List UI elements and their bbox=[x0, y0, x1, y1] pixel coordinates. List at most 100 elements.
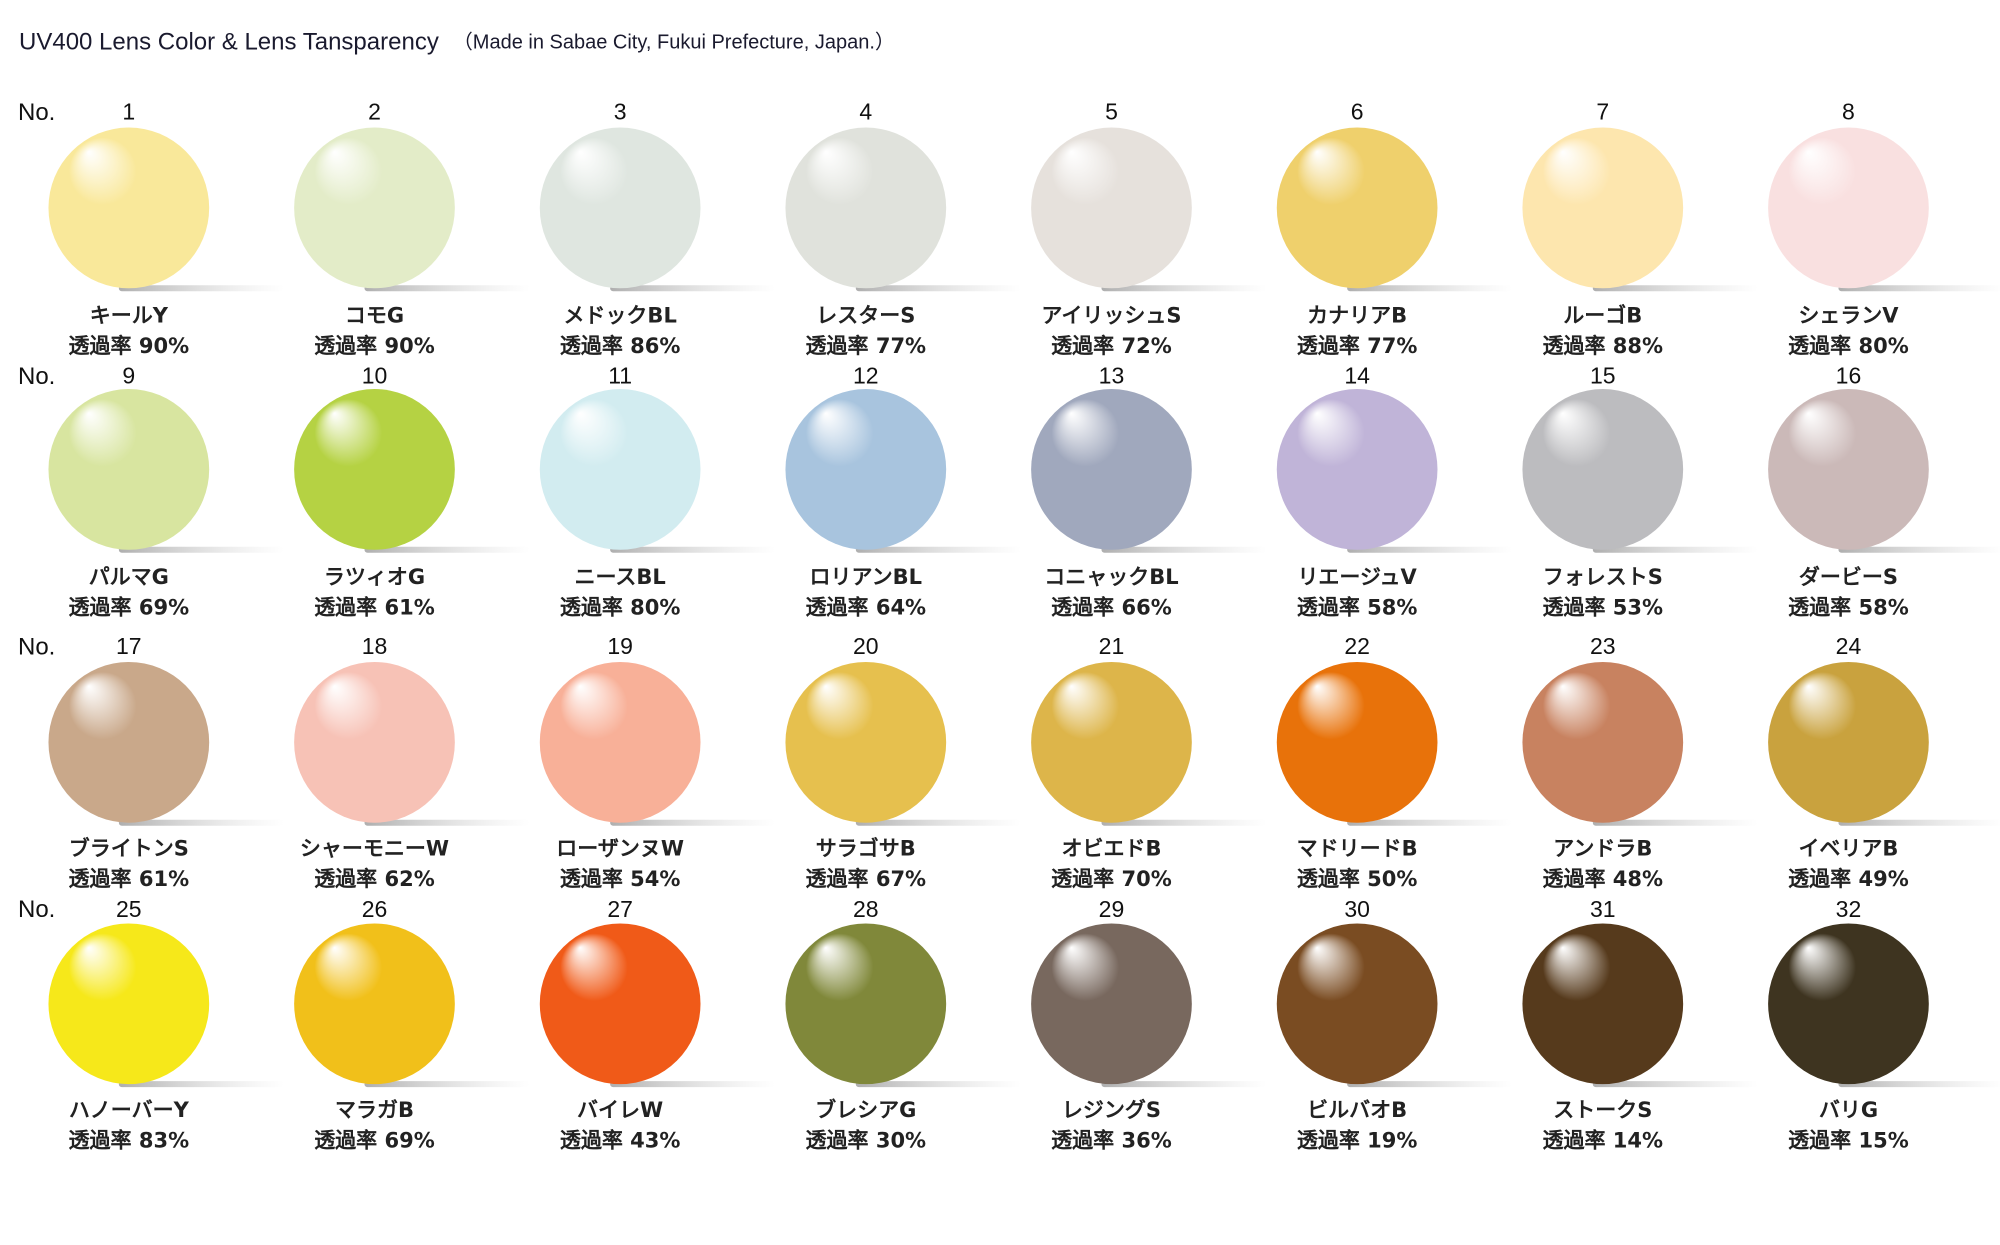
lens-number: 5 bbox=[1105, 99, 1118, 125]
lens-name: バリG bbox=[1819, 1098, 1878, 1122]
lens-name: カナリアB bbox=[1307, 303, 1407, 327]
lens-name: アイリッシュS bbox=[1041, 303, 1181, 327]
lens-transmittance: 透過率 61% bbox=[314, 595, 435, 619]
lens-transmittance: 透過率 70% bbox=[1051, 867, 1172, 891]
lens-shadow bbox=[1101, 285, 1267, 292]
lens-swatch bbox=[294, 661, 455, 823]
lens-number: 30 bbox=[1344, 896, 1370, 922]
no-label: No. bbox=[18, 896, 55, 923]
lens-transmittance: 透過率 48% bbox=[1543, 867, 1664, 891]
lens-shadow bbox=[1838, 1081, 2000, 1088]
lens-transmittance: 透過率 54% bbox=[560, 867, 681, 891]
lens-shadow bbox=[364, 1081, 530, 1088]
lens-shadow bbox=[1101, 546, 1267, 553]
lens-shadow bbox=[1347, 546, 1513, 553]
lens-name: ビルバオB bbox=[1307, 1098, 1407, 1122]
lens-number: 15 bbox=[1590, 363, 1616, 389]
lens-shadow bbox=[1592, 819, 1759, 826]
lens-shadow bbox=[1347, 285, 1513, 292]
lens-shadow bbox=[1592, 546, 1759, 553]
lens-name: ブレシアG bbox=[815, 1098, 916, 1122]
lens-name: ニースBL bbox=[574, 565, 665, 589]
lens-number: 26 bbox=[362, 896, 388, 922]
lens-transmittance: 透過率 58% bbox=[1788, 595, 1909, 619]
lens-transmittance: 透過率 15% bbox=[1788, 1129, 1909, 1153]
no-label: No. bbox=[18, 99, 55, 126]
lens-name: ハノーバーY bbox=[69, 1098, 190, 1122]
lens-transmittance: 透過率 43% bbox=[560, 1129, 681, 1153]
lens-number: 31 bbox=[1590, 896, 1616, 922]
lens-name: ストークS bbox=[1553, 1098, 1652, 1122]
lens-swatch bbox=[1031, 923, 1192, 1085]
lens-swatch bbox=[1768, 127, 1929, 289]
lens-swatch bbox=[785, 127, 947, 289]
lens-swatch bbox=[294, 127, 455, 289]
lens-shadow bbox=[855, 285, 1022, 292]
lens-number: 22 bbox=[1344, 633, 1370, 659]
lens-name: レスターS bbox=[816, 303, 915, 327]
subtitle: （Made in Sabae City, Fukui Prefecture, J… bbox=[453, 30, 895, 53]
lens-number: 23 bbox=[1590, 633, 1616, 659]
lens-swatch bbox=[1276, 389, 1438, 550]
lens-name: マドリードB bbox=[1297, 836, 1418, 860]
lens-transmittance: 透過率 72% bbox=[1051, 334, 1172, 358]
lens-number: 29 bbox=[1099, 896, 1125, 922]
lens-name: メドックBL bbox=[563, 303, 676, 327]
lens-swatch bbox=[48, 389, 210, 550]
lens-name: アンドラB bbox=[1553, 836, 1652, 860]
lens-swatch bbox=[1768, 389, 1929, 550]
lens-swatch bbox=[1276, 127, 1438, 289]
lens-name: リエージュV bbox=[1297, 565, 1417, 589]
lens-transmittance: 透過率 14% bbox=[1543, 1129, 1664, 1153]
lens-swatch bbox=[1276, 923, 1438, 1085]
lens-swatch bbox=[1522, 923, 1684, 1085]
lens-transmittance: 透過率 19% bbox=[1297, 1129, 1418, 1153]
lens-number: 27 bbox=[607, 896, 633, 922]
lens-shadow bbox=[1838, 285, 2000, 292]
lens-name: イベリアB bbox=[1798, 836, 1898, 860]
lens-transmittance: 透過率 69% bbox=[314, 1129, 435, 1153]
lens-name: ブライトンS bbox=[69, 836, 189, 860]
lens-swatch bbox=[1276, 661, 1438, 823]
lens-name: ダービーS bbox=[1799, 565, 1898, 589]
lens-shadow bbox=[610, 285, 776, 292]
lens-transmittance: 透過率 69% bbox=[69, 595, 190, 619]
lens-shadow bbox=[1101, 1081, 1267, 1088]
lens-swatch bbox=[1522, 661, 1684, 823]
lens-shadow bbox=[610, 1081, 776, 1088]
lens-swatch bbox=[785, 661, 947, 823]
lens-name: シャーモニーW bbox=[300, 836, 449, 860]
lens-number: 1 bbox=[122, 99, 135, 125]
lens-transmittance: 透過率 53% bbox=[1543, 595, 1664, 619]
lens-shadow bbox=[118, 819, 285, 826]
lens-swatch bbox=[1768, 661, 1929, 823]
lens-swatch bbox=[294, 923, 455, 1085]
lens-number: 14 bbox=[1344, 363, 1370, 389]
lens-name: バイレW bbox=[577, 1098, 663, 1122]
lens-shadow bbox=[364, 285, 530, 292]
lens-transmittance: 透過率 66% bbox=[1051, 595, 1172, 619]
lens-shadow bbox=[364, 819, 530, 826]
lens-transmittance: 透過率 90% bbox=[314, 334, 435, 358]
lens-shadow bbox=[118, 1081, 285, 1088]
lens-number: 21 bbox=[1099, 633, 1125, 659]
lens-name: レジングS bbox=[1062, 1098, 1161, 1122]
lens-transmittance: 透過率 30% bbox=[806, 1129, 927, 1153]
lens-transmittance: 透過率 62% bbox=[314, 867, 435, 891]
lens-number: 19 bbox=[607, 633, 633, 659]
lens-number: 25 bbox=[116, 896, 142, 922]
lens-shadow bbox=[364, 546, 530, 553]
lens-number: 8 bbox=[1842, 99, 1855, 125]
lens-transmittance: 透過率 90% bbox=[69, 334, 190, 358]
lens-shadow bbox=[1592, 285, 1759, 292]
lens-transmittance: 透過率 36% bbox=[1051, 1129, 1172, 1153]
lens-name: サラゴサB bbox=[816, 836, 916, 860]
lens-swatch bbox=[539, 923, 701, 1085]
lens-name: マラガB bbox=[335, 1098, 414, 1122]
lens-shadow bbox=[855, 819, 1022, 826]
lens-shadow bbox=[118, 546, 285, 553]
lens-transmittance: 透過率 61% bbox=[69, 867, 190, 891]
lens-swatch bbox=[1522, 127, 1684, 289]
lens-number: 10 bbox=[362, 363, 388, 389]
lens-name: ルーゴB bbox=[1563, 303, 1642, 327]
